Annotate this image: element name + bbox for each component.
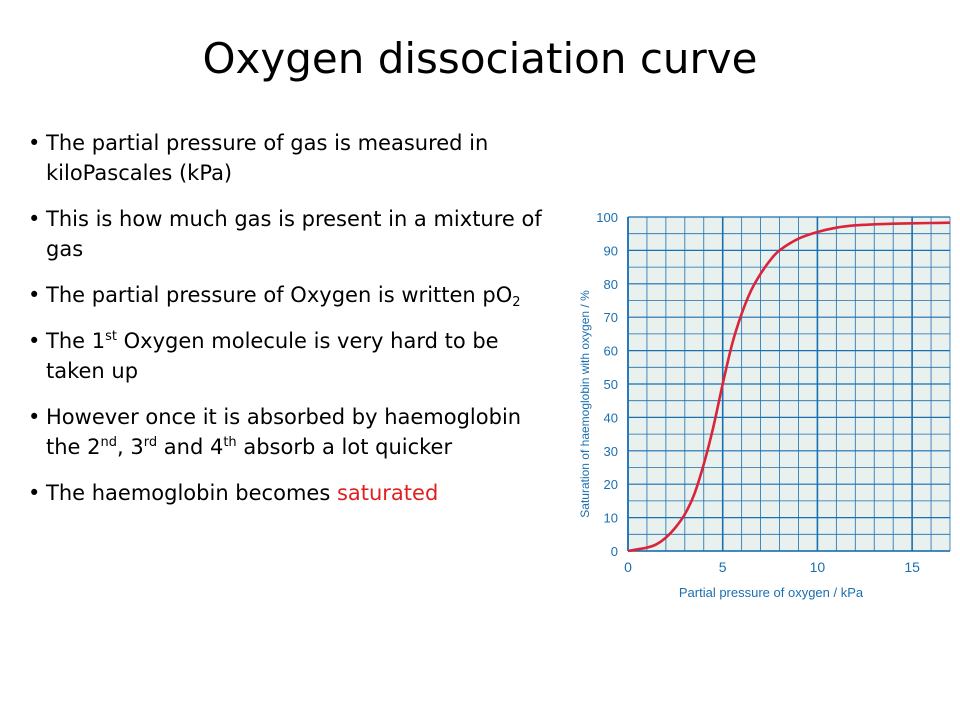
bullet-item: • The 1st Oxygen molecule is very hard to… (28, 326, 548, 386)
bullet-item: • However once it is absorbed by haemoglo… (28, 402, 548, 462)
x-tick-label: 5 (719, 559, 727, 575)
bullet-item: • This is how much gas is present in a mi… (28, 204, 548, 264)
bullet-text-part: However once it is absorbed by haemoglob… (46, 405, 522, 459)
y-axis-label: Saturation of haemoglobin with oxygen / … (578, 290, 592, 518)
bullet-text-part: The haemoglobin becomes (46, 481, 337, 505)
y-tick-label: 50 (604, 377, 618, 392)
bullet-text-part: The partial pressure of gas is measured … (46, 131, 489, 185)
bullet-text: The partial pressure of Oxygen is writte… (46, 280, 548, 310)
bullet-item: • The partial pressure of gas is measured… (28, 128, 548, 188)
bullet-dot-icon: • (28, 405, 41, 429)
bullet-text: However once it is absorbed by haemoglob… (46, 402, 548, 462)
y-tick-label: 90 (604, 243, 618, 258)
bullet-text-part: rd (143, 435, 158, 450)
bullet-text-part: The partial pressure of Oxygen is writte… (46, 283, 513, 307)
x-tick-label: 0 (624, 559, 632, 575)
bullet-text: This is how much gas is present in a mix… (46, 204, 548, 264)
bullet-item: • The haemoglobin becomes saturated (28, 478, 548, 508)
dissociation-curve (627, 221, 951, 553)
bullet-list: • The partial pressure of gas is measured… (28, 128, 548, 524)
x-tick-label: 10 (810, 559, 826, 575)
y-tick-label: 0 (611, 544, 618, 559)
bullet-text-part: st (105, 329, 117, 344)
bullet-text-part: th (223, 435, 237, 450)
y-tick-label: 20 (604, 477, 618, 492)
bullet-text-part: and 4 (157, 435, 224, 459)
bullet-dot-icon: • (28, 329, 41, 353)
y-tick-label: 100 (596, 210, 618, 225)
bullet-item: • The partial pressure of Oxygen is writt… (28, 280, 548, 310)
bullet-text-part: This is how much gas is present in a mix… (46, 207, 542, 261)
bullet-text-part: , 3 (117, 435, 144, 459)
highlight-word: saturated (336, 481, 439, 505)
x-axis-label: Partial pressure of oxygen / kPa (679, 585, 864, 600)
y-tick-label: 80 (604, 277, 618, 292)
y-tick-label: 40 (604, 410, 618, 425)
bullet-dot-icon: • (28, 481, 41, 505)
bullet-text: The partial pressure of gas is measured … (46, 128, 548, 188)
bullet-text-part: Oxygen molecule is very hard to be taken… (46, 329, 499, 383)
bullet-dot-icon: • (28, 207, 41, 231)
y-tick-label: 10 (604, 511, 618, 526)
y-tick-label: 30 (604, 444, 618, 459)
slide-title: Oxygen dissociation curve (202, 34, 758, 83)
bullet-text-part: 2 (512, 295, 521, 310)
bullet-text-part: The 1 (46, 329, 106, 353)
y-tick-label: 70 (604, 310, 618, 325)
bullet-text: The haemoglobin becomes saturated (46, 478, 548, 508)
y-tick-label: 60 (604, 344, 618, 359)
bullet-dot-icon: • (28, 131, 41, 155)
oxygen-dissociation-chart: 0 10 20 30 40 50 60 70 80 90 100 0 5 10 15 Partial pres… (578, 210, 951, 600)
x-tick-label: 15 (904, 559, 920, 575)
bullet-text: The 1st Oxygen molecule is very hard to … (46, 326, 548, 386)
bullet-text-part: nd (100, 435, 118, 450)
bullet-text-part: absorb a lot quicker (236, 435, 453, 459)
bullet-dot-icon: • (28, 283, 41, 307)
